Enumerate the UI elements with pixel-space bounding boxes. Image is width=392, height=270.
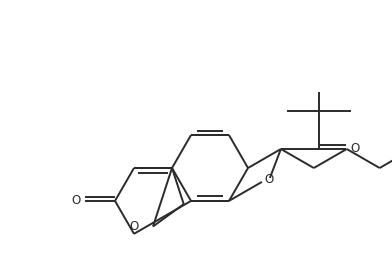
Text: O: O [264, 173, 274, 186]
Text: O: O [350, 143, 359, 156]
Text: O: O [129, 220, 139, 233]
Text: O: O [71, 194, 80, 207]
